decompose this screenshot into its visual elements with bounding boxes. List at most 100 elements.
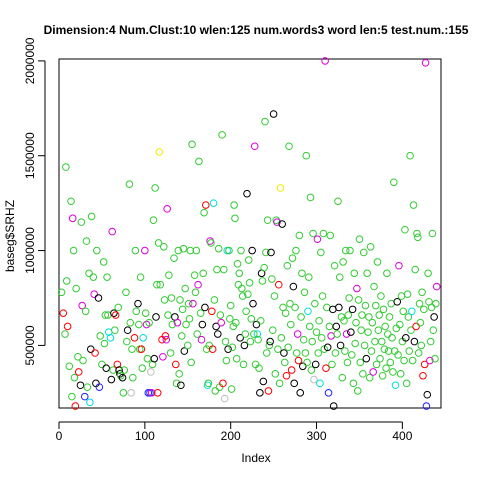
data-point [123,289,130,296]
data-point [389,335,396,342]
data-point [215,245,222,252]
data-point [194,331,201,338]
data-point [217,312,224,319]
data-point [336,304,343,311]
data-point [112,312,119,319]
data-point [413,323,420,330]
data-point [92,350,99,357]
data-point [276,380,283,387]
data-point [339,374,346,381]
data-point [374,259,381,266]
data-point [201,209,208,216]
data-point [288,367,295,374]
data-point [209,308,216,315]
data-point [100,259,107,266]
data-point [160,243,167,250]
data-point [387,359,394,366]
data-point [82,308,89,315]
chart-title: Dimension:4 Num.Clust:10 wlen:125 num.wo… [44,23,469,37]
data-point [358,327,365,334]
data-point [91,291,98,298]
data-point [166,272,173,279]
data-point [411,338,418,345]
data-point [215,331,222,338]
data-point [275,281,282,288]
data-point [218,319,225,326]
data-point [308,367,315,374]
data-point [245,257,252,264]
data-point [386,314,393,321]
data-point [364,270,371,277]
data-point [368,348,375,355]
data-point [83,238,90,245]
data-point [219,132,226,139]
data-point [126,181,133,188]
data-point [296,232,303,239]
data-point [93,247,100,254]
data-point [142,310,149,317]
data-point [384,331,391,338]
data-point [306,274,313,281]
data-point [289,255,296,262]
y-tick-label: 1000000 [23,227,37,274]
data-point [260,378,267,385]
data-point [299,270,306,277]
data-point [191,272,198,279]
data-point [401,357,408,364]
data-point [344,359,351,366]
data-point [319,293,326,300]
data-point [66,363,73,370]
data-point [144,355,151,362]
data-point [367,243,374,250]
data-point [278,335,285,342]
data-point [379,372,386,379]
data-point [427,338,434,345]
data-point [179,306,186,313]
data-point [421,306,428,313]
data-point [419,289,426,296]
data-point [176,371,183,378]
data-point [384,270,391,277]
data-point [300,336,307,343]
data-point [284,262,291,269]
data-point [303,152,310,159]
data-point [412,266,419,273]
data-point [168,295,175,302]
data-point [400,308,407,315]
data-point [309,338,316,345]
data-point [325,390,332,397]
data-point [281,350,288,357]
data-point [314,236,321,243]
data-point [112,327,119,334]
data-point [378,293,385,300]
data-point [283,372,290,379]
data-point [103,365,110,372]
data-point [132,247,139,254]
data-point [202,202,209,209]
data-point [124,338,131,345]
data-point [257,390,264,397]
data-point [95,295,102,302]
data-point [418,342,425,349]
data-point [275,346,282,353]
data-point [336,274,343,281]
data-point [351,270,358,277]
data-point [90,274,97,281]
data-point [430,327,437,334]
data-point [257,317,264,324]
data-point [182,285,189,292]
data-point [249,247,256,254]
data-point [429,230,436,237]
data-point [425,270,432,277]
data-point [130,374,137,381]
data-point [305,308,312,315]
data-point [190,300,197,307]
data-point [251,143,258,150]
data-point [286,143,293,150]
data-point [221,395,228,402]
data-point [362,302,369,309]
data-point [171,255,178,262]
data-point [78,219,85,226]
data-point [383,365,390,372]
data-point [231,202,238,209]
